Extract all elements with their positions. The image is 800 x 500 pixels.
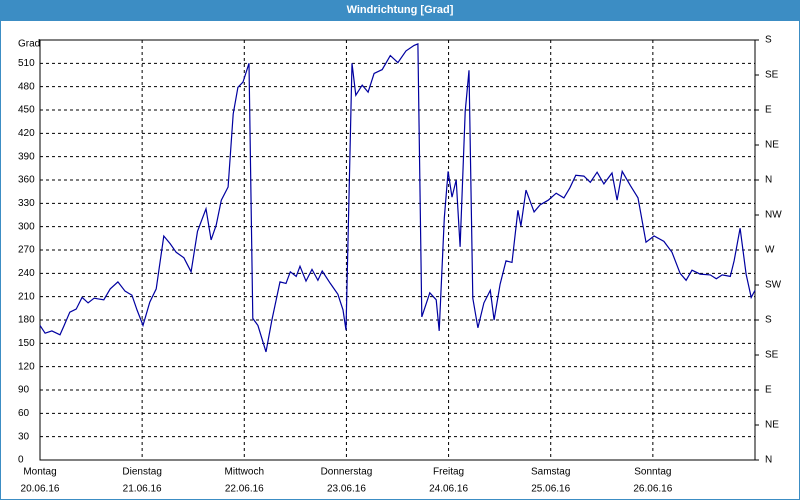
y-tick-label: 510 — [18, 58, 35, 69]
y2-tick-label: S — [765, 315, 772, 326]
y2-tick-label: SE — [765, 350, 779, 361]
y-tick-label: 240 — [18, 268, 35, 279]
y-tick-label: 210 — [18, 291, 35, 302]
data-line — [39, 43, 756, 353]
y-tick-label: 450 — [18, 105, 35, 116]
x-tick-date: 25.06.16 — [531, 484, 570, 495]
y-axis-label: Grad — [18, 39, 40, 50]
x-tick-date: 26.06.16 — [633, 484, 672, 495]
y-tick-label: 480 — [18, 81, 35, 92]
y2-tick-label: E — [765, 385, 772, 396]
y2-tick-label: W — [765, 245, 775, 256]
x-tick-label: Sonntag — [634, 467, 671, 478]
y-tick-label: 30 — [18, 431, 30, 442]
x-tick-date: 23.06.16 — [327, 484, 366, 495]
y2-tick-label: E — [765, 105, 772, 116]
y-tick-label: 120 — [18, 361, 35, 372]
y-tick-label: 420 — [18, 128, 35, 139]
title-bar: Windrichtung [Grad] — [0, 0, 800, 20]
x-tick-label: Samstag — [531, 467, 570, 478]
y2-tick-label: S — [765, 35, 772, 46]
y-tick-label: 90 — [18, 385, 30, 396]
y-tick-label: 360 — [18, 175, 35, 186]
x-tick-date: 22.06.16 — [225, 484, 264, 495]
x-tick-date: 20.06.16 — [21, 484, 60, 495]
y2-tick-label: SW — [765, 280, 782, 291]
y2-tick-label: N — [765, 175, 772, 186]
x-tick-date: 24.06.16 — [429, 484, 468, 495]
y2-tick-label: N — [765, 455, 772, 466]
x-tick-label: Donnerstag — [321, 467, 373, 478]
y-tick-label: 180 — [18, 315, 35, 326]
y-tick-label: 60 — [18, 408, 30, 419]
y2-tick-label: NE — [765, 140, 779, 151]
y2-tick-label: NE — [765, 420, 779, 431]
y-tick-label: 390 — [18, 151, 35, 162]
x-tick-label: Montag — [23, 467, 56, 478]
x-tick-label: Mittwoch — [225, 467, 264, 478]
y2-tick-label: SE — [765, 70, 779, 81]
x-tick-label: Dienstag — [122, 467, 161, 478]
y-tick-label: 0 — [18, 455, 24, 466]
x-tick-label: Freitag — [433, 467, 464, 478]
x-tick-date: 21.06.16 — [123, 484, 162, 495]
y-tick-label: 330 — [18, 198, 35, 209]
y-tick-label: 300 — [18, 221, 35, 232]
y-tick-label: 270 — [18, 245, 35, 256]
y-tick-label: 150 — [18, 338, 35, 349]
y2-tick-label: NW — [765, 210, 782, 221]
